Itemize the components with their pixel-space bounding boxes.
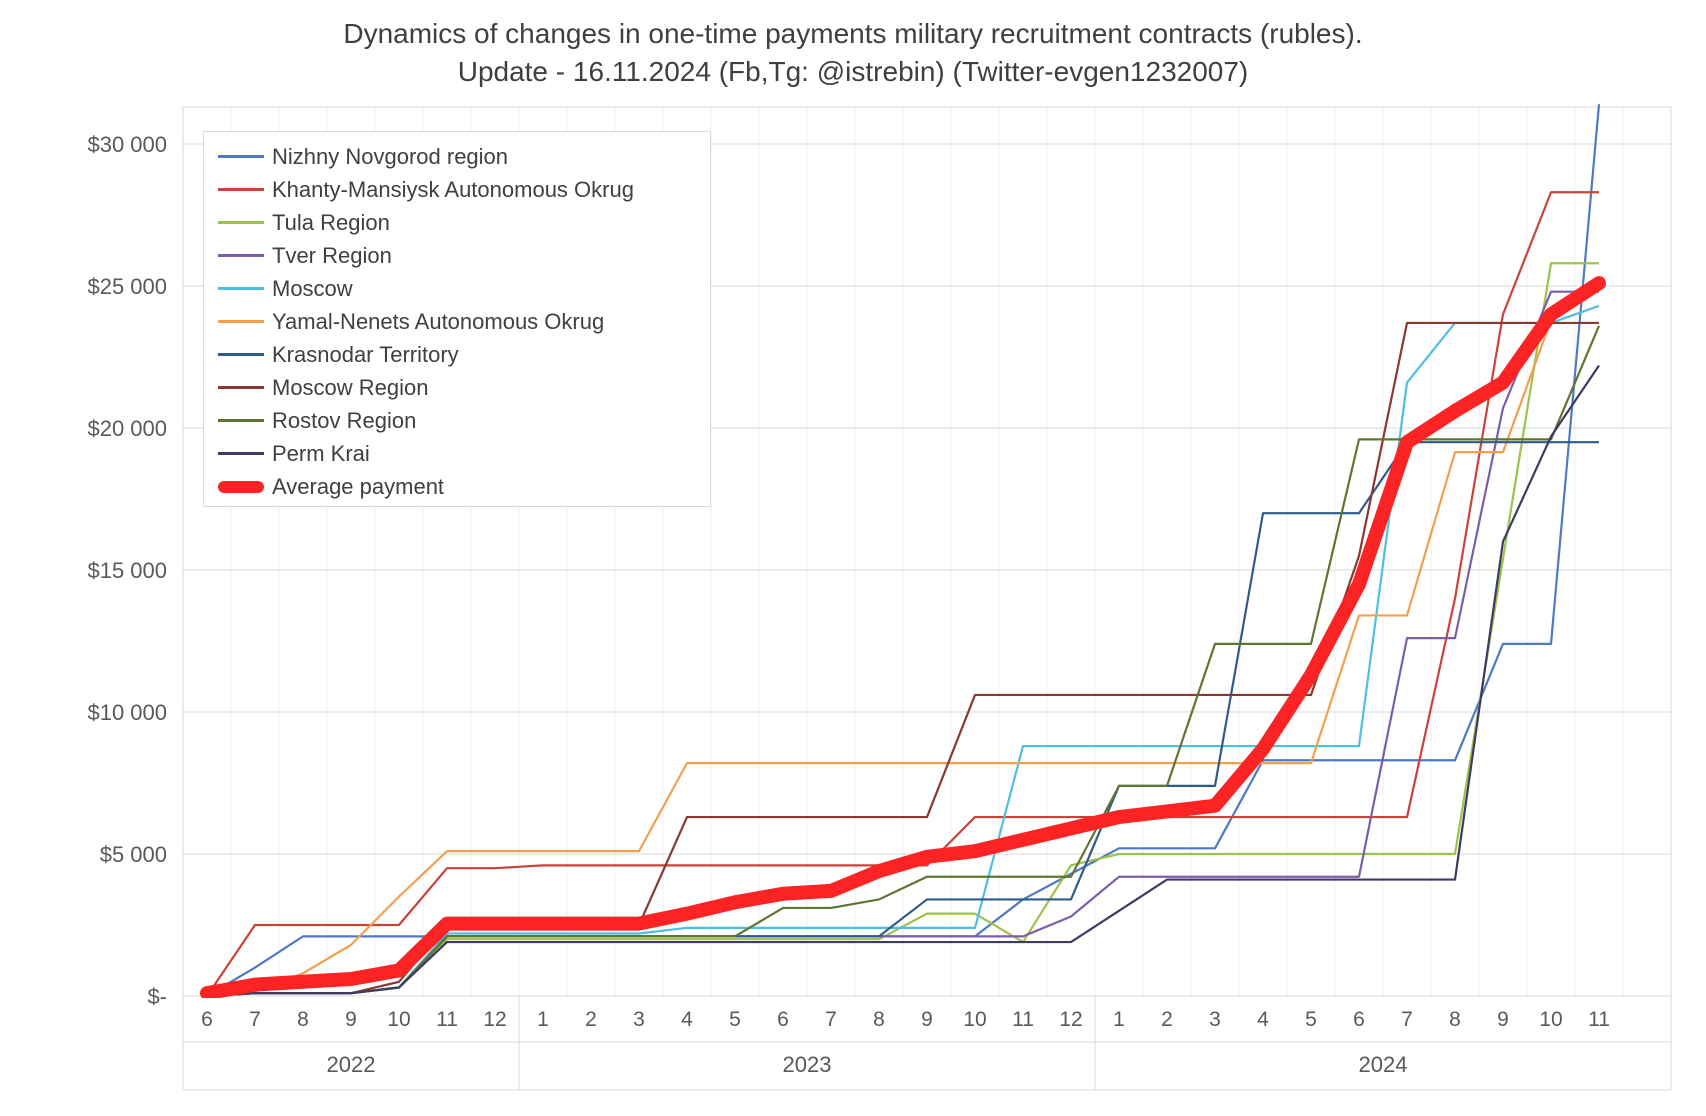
x-axis-month-label: 3 [633, 1008, 645, 1031]
x-axis-month-label: 5 [729, 1008, 741, 1031]
legend-swatch [218, 480, 264, 493]
legend-item-yamal-nenets-autonomous-okrug[interactable]: Yamal-Nenets Autonomous Okrug [218, 305, 710, 338]
y-axis-tick-label: $10 000 [87, 700, 167, 725]
x-axis-month-label: 4 [1257, 1008, 1269, 1031]
x-axis-month-label: 6 [1353, 1008, 1365, 1031]
legend-item-tver-region[interactable]: Tver Region [218, 239, 710, 272]
x-axis-month-label: 5 [1305, 1008, 1317, 1031]
series-line-tula-region [206, 262, 1599, 998]
legend-label: Average payment [272, 473, 445, 499]
legend-label: Khanty-Mansiysk Autonomous Okrug [272, 176, 634, 202]
legend-label: Perm Krai [272, 440, 370, 466]
chart-title-line1: Dynamics of changes in one-time payments… [343, 18, 1363, 49]
chart-title: Dynamics of changes in one-time payments… [0, 16, 1706, 92]
series-line-perm-krai [206, 364, 1600, 998]
legend-item-nizhny-novgorod-region[interactable]: Nizhny Novgorod region [218, 140, 710, 173]
legend-swatch [218, 320, 264, 323]
x-axis-month-label: 10 [1539, 1008, 1562, 1031]
x-axis-month-label: 11 [1588, 1008, 1610, 1031]
x-axis-month-label: 7 [825, 1008, 837, 1031]
x-axis-month-label: 9 [345, 1008, 357, 1031]
legend-item-perm-krai[interactable]: Perm Krai [218, 437, 710, 470]
legend-swatch [218, 155, 264, 158]
plot-border [182, 106, 1672, 997]
x-axis-month-label: 10 [387, 1008, 410, 1031]
y-axis-tick-label: $20 000 [87, 416, 167, 441]
series-line-moscow [206, 304, 1600, 998]
x-axis-year-label: 2023 [783, 1052, 832, 1077]
x-axis-month-label: 8 [1449, 1008, 1461, 1031]
legend-item-krasnodar-territory[interactable]: Krasnodar Territory [218, 338, 710, 371]
legend-swatch [218, 221, 264, 224]
legend-label: Nizhny Novgorod region [272, 143, 509, 169]
legend-swatch [218, 188, 264, 191]
y-axis-tick-label: $30 000 [87, 132, 167, 157]
chart-legend[interactable]: Nizhny Novgorod region Khanty-Mansiysk Au… [203, 131, 711, 507]
series-line-average-payment [200, 276, 1606, 998]
chart-title-line2: Update - 16.11.2024 (Fb,Tg: @istrebin) (… [457, 56, 1249, 87]
x-axis-month-label: 12 [483, 1008, 506, 1031]
legend-swatch [218, 419, 264, 422]
legend-label: Krasnodar Territory [272, 341, 459, 367]
legend-label: Moscow Region [272, 374, 429, 400]
x-axis-month-label: 11 [436, 1008, 458, 1031]
x-axis-month-label: 7 [1401, 1008, 1413, 1031]
x-axis-month-label: 7 [249, 1008, 261, 1031]
x-axis-month-label: 1 [1113, 1008, 1125, 1031]
x-axis-year-label: 2022 [327, 1052, 376, 1077]
x-axis-month-label: 2 [1161, 1008, 1173, 1031]
x-axis-month-label: 8 [297, 1008, 309, 1031]
x-axis-month-label: 3 [1209, 1008, 1221, 1031]
legend-item-rostov-region[interactable]: Rostov Region [218, 404, 710, 437]
x-axis-month-label: 12 [1059, 1008, 1082, 1031]
legend-label: Tver Region [272, 242, 392, 268]
legend-swatch [218, 254, 264, 257]
legend-label: Tula Region [272, 209, 390, 235]
y-axis-tick-label: $15 000 [87, 558, 167, 583]
legend-item-khanty-mansiysk-autonomous-okrug[interactable]: Khanty-Mansiysk Autonomous Okrug [218, 173, 710, 206]
series-line-yamal-nenets-autonomous-okrug [207, 287, 1600, 993]
x-axis-month-label: 1 [537, 1008, 549, 1031]
legend-label: Moscow [272, 275, 353, 301]
series-group [200, 104, 1606, 998]
x-axis-month-label: 6 [777, 1008, 789, 1031]
legend-swatch [218, 353, 264, 356]
legend-item-average-payment[interactable]: Average payment [218, 470, 710, 503]
legend-item-moscow[interactable]: Moscow [218, 272, 710, 305]
legend-swatch [218, 386, 264, 389]
x-axis-month-label: 10 [963, 1008, 986, 1031]
x-axis-month-label: 4 [681, 1008, 693, 1031]
x-axis-month-label: 6 [201, 1008, 213, 1031]
y-axis-tick-label: $25 000 [87, 274, 167, 299]
x-axis-month-label: 8 [873, 1008, 885, 1031]
x-axis-month-label: 9 [921, 1008, 933, 1031]
x-axis-month-label: 11 [1012, 1008, 1034, 1031]
legend-swatch [218, 287, 264, 290]
series-line-rostov-region [206, 325, 1601, 998]
y-axis-tick-label: $- [147, 984, 167, 1009]
legend-label: Yamal-Nenets Autonomous Okrug [272, 308, 605, 334]
x-axis-month-label: 9 [1497, 1008, 1509, 1031]
x-axis-year-label: 2024 [1359, 1052, 1408, 1077]
legend-label: Rostov Region [272, 407, 417, 433]
legend-item-tula-region[interactable]: Tula Region [218, 206, 710, 239]
x-axis-month-label: 2 [585, 1008, 597, 1031]
legend-item-moscow-region[interactable]: Moscow Region [218, 371, 710, 404]
y-axis-tick-label: $5 000 [100, 842, 167, 867]
legend-swatch [218, 452, 264, 455]
